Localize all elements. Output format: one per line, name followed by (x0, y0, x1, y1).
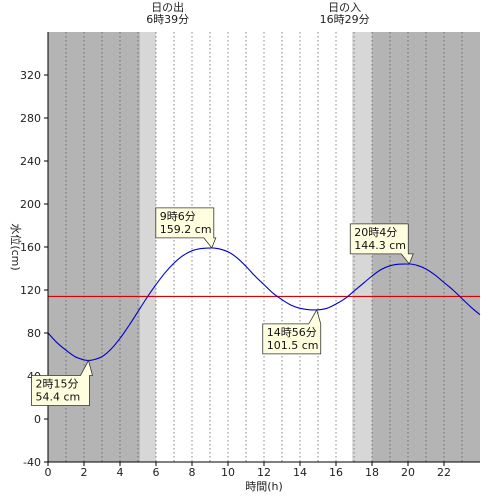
annotation-time: 2時15分 (36, 378, 79, 391)
y-tick-label: 160 (20, 241, 41, 254)
annotation-callout (349, 223, 414, 265)
x-axis-title: 時間(h) (245, 480, 283, 493)
y-tick-label: 0 (34, 413, 41, 426)
sunrise-time-label: 6時39分 (146, 13, 189, 26)
x-tick-label: 0 (45, 466, 52, 479)
annotation-time: 20時4分 (354, 226, 397, 239)
y-tick-label: 320 (20, 69, 41, 82)
x-tick-label: 4 (117, 466, 124, 479)
sunset-time-label: 16時29分 (320, 13, 370, 26)
annotation-value: 159.2 cm (160, 223, 212, 236)
annotation-time: 14時56分 (267, 326, 317, 339)
annotation-callout (155, 207, 217, 249)
x-tick-label: 6 (153, 466, 160, 479)
annotation-value: 101.5 cm (267, 339, 319, 352)
daylight-background (156, 32, 353, 462)
annotation-callout (31, 359, 94, 406)
x-tick-label: 12 (257, 466, 271, 479)
annotation-time: 9時6分 (160, 210, 196, 223)
y-axis-title: 水位(cm) (9, 223, 23, 270)
sunrise-label: 日の出 (151, 0, 184, 14)
x-tick-label: 8 (189, 466, 196, 479)
annotation-callout (262, 308, 322, 355)
y-tick-label: 280 (20, 112, 41, 125)
x-tick-label: 16 (329, 466, 343, 479)
y-tick-label: 200 (20, 198, 41, 211)
x-tick-label: 10 (221, 466, 235, 479)
x-tick-label: 20 (401, 466, 415, 479)
x-tick-label: 2 (81, 466, 88, 479)
x-tick-label: 22 (437, 466, 451, 479)
y-tick-label: 120 (20, 284, 41, 297)
annotation-value: 144.3 cm (354, 239, 406, 252)
axes: -400408012016020024028032002468101214161… (20, 32, 480, 479)
y-tick-label: 240 (20, 155, 41, 168)
sunset-label: 日の入 (328, 1, 361, 14)
x-tick-label: 14 (293, 466, 307, 479)
y-tick-label: 80 (27, 327, 41, 340)
annotation-value: 54.4 cm (36, 391, 81, 404)
y-tick-label: -40 (23, 456, 41, 469)
x-tick-label: 18 (365, 466, 379, 479)
